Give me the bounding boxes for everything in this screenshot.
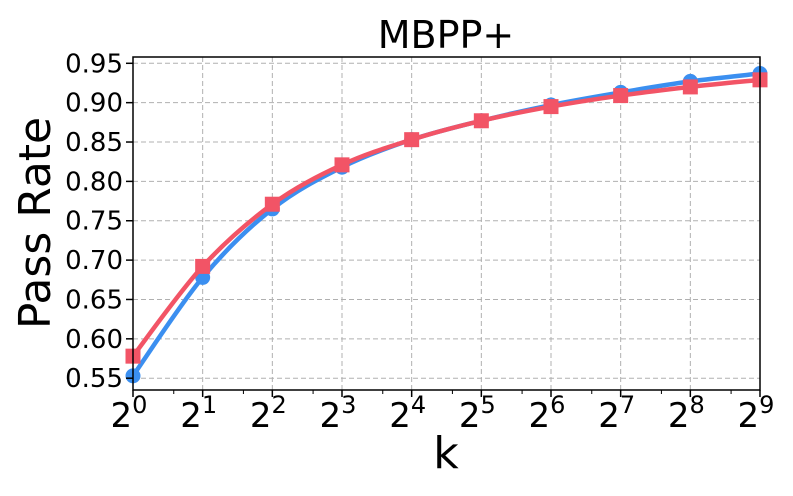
series-point: [543, 99, 559, 115]
y-axis-label: Pass Rate: [10, 117, 61, 329]
x-tick-label: 28: [668, 391, 705, 436]
x-tick-label: 26: [529, 391, 566, 436]
y-tick-label: 0.60: [65, 325, 123, 355]
y-tick-label: 0.70: [65, 246, 123, 276]
x-tick-label: 25: [459, 391, 496, 436]
series-line: [131, 77, 761, 358]
x-tick-label: 21: [180, 391, 217, 436]
series-line: [131, 71, 761, 378]
y-tick-label: 0.65: [65, 285, 123, 315]
x-tick-label: 23: [320, 391, 357, 436]
ticks: 20 21 22 23 24 25 26 27 28 29 0.55 0.60 0.65 0.70 0.75…: [65, 49, 774, 436]
y-tick-label: 0.80: [65, 167, 123, 197]
series-point: [195, 258, 211, 274]
series-layer: [125, 66, 768, 384]
y-tick-label: 0.95: [65, 49, 123, 79]
y-tick-label: 0.85: [65, 128, 123, 158]
x-axis-label: k: [433, 428, 459, 479]
y-tick-label: 0.55: [65, 364, 123, 394]
series-point: [682, 79, 698, 95]
series-point: [334, 157, 350, 173]
y-tick-label: 0.90: [65, 89, 123, 119]
series-point: [613, 88, 629, 104]
y-tick-label: 0.75: [65, 207, 123, 237]
x-tick-label: 27: [598, 391, 635, 436]
x-tick-label: 20: [111, 391, 148, 436]
chart-title: MBPP+: [378, 13, 515, 57]
x-tick-label: 22: [250, 391, 287, 436]
series-point: [473, 113, 489, 129]
x-tick-label: 24: [389, 391, 426, 436]
grid: [132, 57, 761, 390]
plot-frame: [132, 56, 761, 391]
series-point: [264, 196, 280, 212]
series-point: [404, 132, 420, 148]
x-tick-label: 29: [738, 391, 775, 436]
